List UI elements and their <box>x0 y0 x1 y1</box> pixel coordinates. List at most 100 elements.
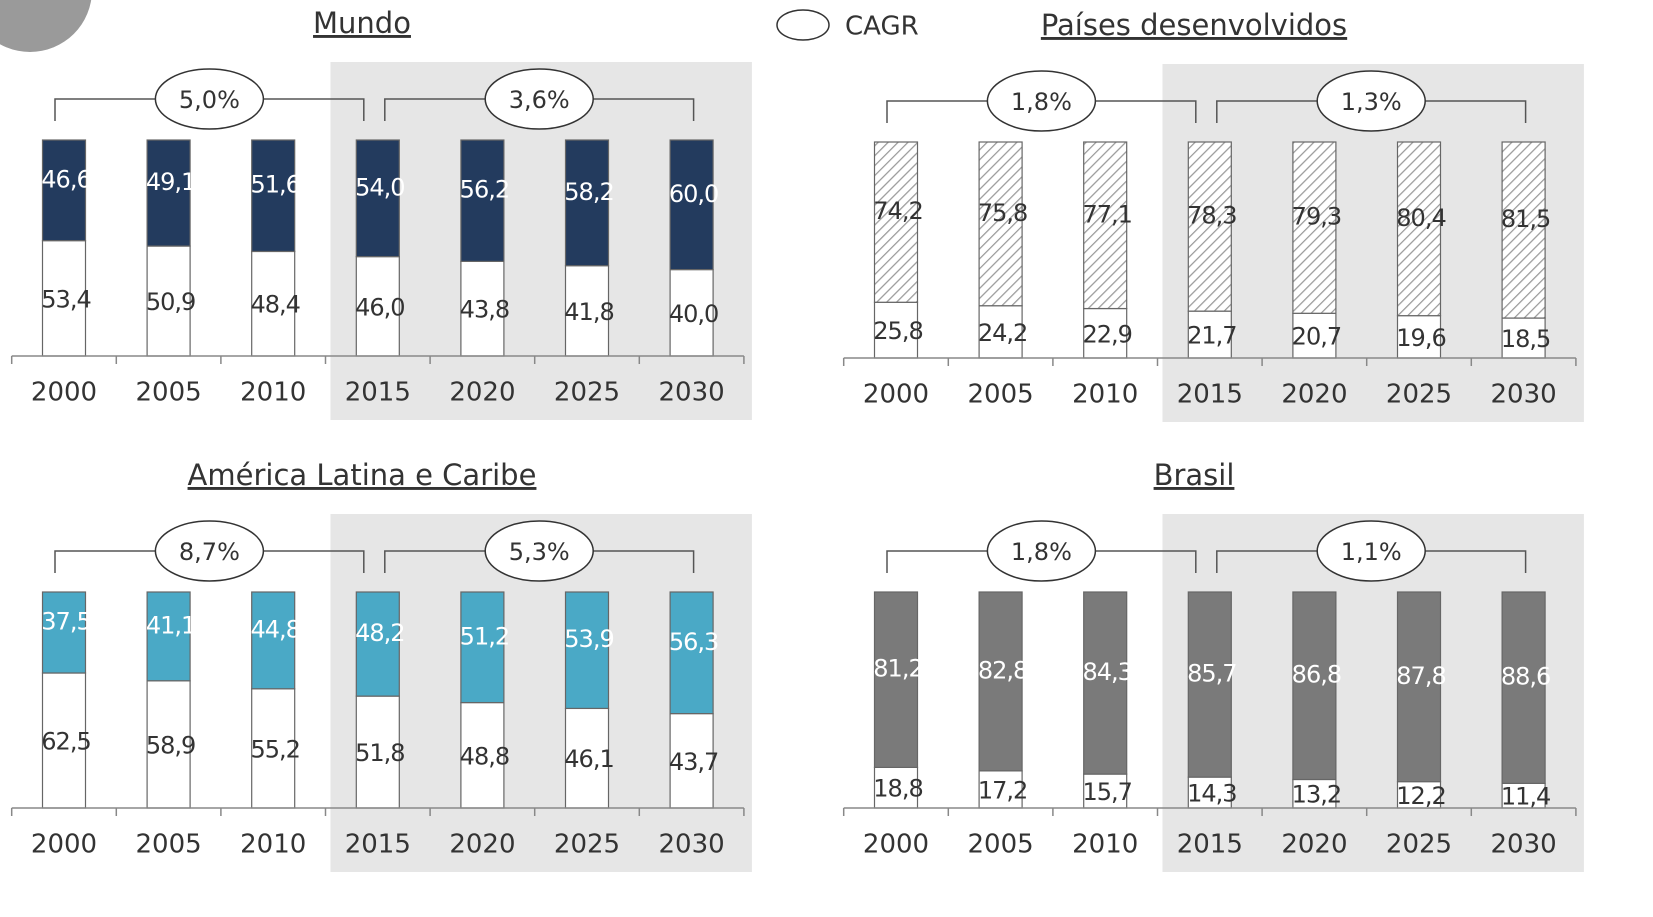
bar-value-label: 74,2 <box>873 197 922 225</box>
bar-value-label: 21,7 <box>1187 322 1236 350</box>
bar-segment <box>564 265 610 357</box>
bar-value-label: 43,8 <box>460 296 509 324</box>
bar-segment <box>1396 591 1442 783</box>
cagr-ellipse <box>1316 520 1426 582</box>
x-tick-label: 2020 <box>1281 830 1347 860</box>
bar-value-label: 87,8 <box>1396 662 1445 690</box>
bar-value-label: 53,9 <box>564 625 613 653</box>
x-tick-label: 2000 <box>31 830 97 860</box>
bar-value-label: 78,3 <box>1187 202 1236 230</box>
bar-value-label: 14,3 <box>1187 780 1236 808</box>
bar-segment <box>1083 591 1128 775</box>
bar-value-label: 60,0 <box>669 180 718 208</box>
bar-value-label: 46,1 <box>564 745 613 773</box>
bar-value-label: 55,2 <box>250 735 299 763</box>
bar-segment <box>1501 141 1546 319</box>
x-tick-label: 2005 <box>968 830 1034 860</box>
bar-value-label: 46,6 <box>41 165 90 193</box>
bar-segment <box>1083 773 1128 809</box>
bar-segment <box>1292 312 1337 359</box>
bar-segment <box>669 269 714 357</box>
bar-value-label: 88,6 <box>1501 663 1550 691</box>
cagr-label: 8,7% <box>179 538 240 566</box>
bar-value-label: 56,2 <box>460 176 509 204</box>
cagr-label: 3,6% <box>509 86 570 114</box>
bar-value-label: 80,4 <box>1396 204 1445 232</box>
bar-value-label: 37,5 <box>41 608 90 636</box>
bar-segment <box>1083 141 1128 310</box>
bar-segment <box>146 139 191 247</box>
x-tick-label: 2030 <box>1491 380 1557 410</box>
bar-value-label: 13,2 <box>1292 781 1341 809</box>
bar-segment <box>355 591 400 697</box>
x-tick-label: 2010 <box>240 830 306 860</box>
bar-segment <box>355 139 400 258</box>
bar-value-label: 19,6 <box>1396 324 1445 352</box>
cagr-ellipse <box>154 520 265 582</box>
x-tick-label: 2010 <box>1072 830 1138 860</box>
cagr-label: 1,8% <box>1011 538 1072 566</box>
bar-value-label: 41,8 <box>564 298 613 326</box>
bar-value-label: 58,2 <box>564 178 613 206</box>
bar-segment <box>1501 591 1546 784</box>
bar-value-label: 81,2 <box>873 655 922 683</box>
x-tick-label: 2020 <box>449 830 515 860</box>
x-tick-label: 2030 <box>1491 830 1557 860</box>
bar-value-label: 86,8 <box>1292 661 1341 689</box>
x-tick-label: 2015 <box>345 378 411 408</box>
logo <box>0 0 92 52</box>
cagr-ellipse <box>484 68 594 130</box>
bar-value-label: 40,0 <box>669 300 718 328</box>
cagr-ellipse <box>986 70 1097 132</box>
x-tick-label: 2020 <box>449 378 515 408</box>
bar-segment <box>1396 315 1442 359</box>
x-tick-label: 2005 <box>968 380 1034 410</box>
bar-segment <box>873 141 919 303</box>
bar-value-label: 85,7 <box>1187 660 1236 688</box>
bar-segment <box>251 591 296 690</box>
bar-segment <box>669 591 714 715</box>
bar-value-label: 18,8 <box>873 775 922 803</box>
bar-value-label: 46,0 <box>355 293 404 321</box>
cagr-label: 5,3% <box>509 538 570 566</box>
bar-segment <box>978 770 1023 809</box>
bar-value-label: 17,2 <box>978 776 1027 804</box>
bar-value-label: 75,8 <box>978 199 1027 227</box>
bar-segment <box>1187 591 1232 778</box>
bar-value-label: 24,2 <box>978 319 1027 347</box>
chart-title: Brasil <box>1154 458 1235 492</box>
bar-value-label: 58,9 <box>146 731 195 759</box>
bar-value-label: 18,5 <box>1501 325 1550 353</box>
bar-value-label: 20,7 <box>1292 323 1341 351</box>
x-tick-label: 2000 <box>863 380 929 410</box>
bar-value-label: 51,8 <box>355 739 404 767</box>
bar-segment <box>1396 141 1442 317</box>
bar-segment <box>41 240 87 357</box>
bar-segment <box>1292 141 1337 314</box>
bar-segment <box>1083 307 1128 359</box>
bar-value-label: 79,3 <box>1292 203 1341 231</box>
x-tick-label: 2020 <box>1281 380 1347 410</box>
legend-label: CAGR <box>845 12 919 42</box>
x-tick-label: 2030 <box>659 830 725 860</box>
bar-value-label: 11,4 <box>1501 783 1550 811</box>
bar-value-label: 84,3 <box>1082 658 1131 686</box>
bar-segment <box>873 591 919 768</box>
x-tick-label: 2000 <box>863 830 929 860</box>
x-tick-label: 2005 <box>136 378 202 408</box>
bar-segment <box>460 591 505 704</box>
bar-value-label: 53,4 <box>41 285 90 313</box>
bar-segment <box>251 688 296 809</box>
cagr-label: 1,1% <box>1341 538 1402 566</box>
bar-value-label: 15,7 <box>1082 778 1131 806</box>
bar-value-label: 82,8 <box>978 656 1027 684</box>
bar-value-label: 44,8 <box>250 615 299 643</box>
bar-value-label: 77,1 <box>1082 200 1131 228</box>
bar-segment <box>1396 781 1442 809</box>
bar-segment <box>564 139 610 267</box>
x-tick-label: 2015 <box>1177 830 1243 860</box>
bar-segment <box>146 680 191 809</box>
bar-segment <box>564 591 610 710</box>
bar-segment <box>1187 776 1232 809</box>
